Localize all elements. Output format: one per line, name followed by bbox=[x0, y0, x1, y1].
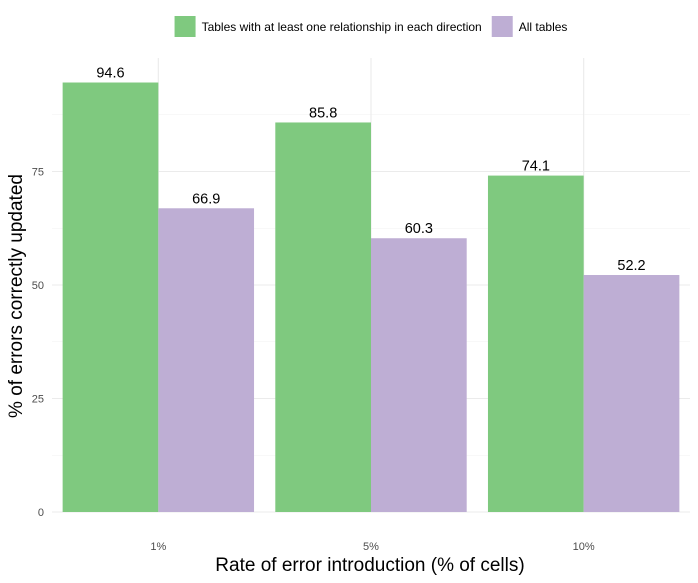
legend-key bbox=[174, 16, 196, 37]
data-label: 94.6 bbox=[96, 66, 124, 82]
bar-series-1-10pct bbox=[487, 175, 584, 512]
legend-label: Tables with at least one relationship in… bbox=[202, 20, 482, 34]
y-tick-label: 25 bbox=[32, 394, 44, 406]
x-tick-label: 1% bbox=[150, 541, 166, 553]
legend-label: All tables bbox=[519, 20, 568, 34]
x-tick-label: 5% bbox=[363, 541, 379, 553]
x-tick-label: 10% bbox=[573, 541, 595, 553]
data-label: 60.3 bbox=[405, 221, 433, 237]
data-label: 74.1 bbox=[522, 159, 550, 175]
bar-series-1-5pct bbox=[275, 122, 371, 512]
legend-item-2: All tables bbox=[491, 16, 568, 37]
bar-series-1-1pct bbox=[62, 82, 159, 513]
legend: Tables with at least one relationship in… bbox=[174, 16, 568, 37]
bars bbox=[62, 82, 680, 513]
bar-series-2-1pct bbox=[158, 208, 255, 513]
x-axis-title: Rate of error introduction (% of cells) bbox=[215, 555, 524, 576]
y-tick-label: 75 bbox=[32, 167, 44, 179]
data-label: 52.2 bbox=[617, 258, 645, 274]
y-axis-title: % of errors correctly updated bbox=[6, 174, 27, 418]
data-label: 66.9 bbox=[192, 191, 220, 207]
axes: 0 25 50 75 1% 5% 10% bbox=[32, 167, 595, 554]
legend-item-1: Tables with at least one relationship in… bbox=[174, 16, 482, 37]
bar-series-2-10pct bbox=[583, 275, 680, 512]
legend-key bbox=[491, 16, 513, 37]
y-tick-label: 50 bbox=[32, 280, 44, 292]
data-labels: 94.6 85.8 74.1 66.9 60.3 52.2 bbox=[96, 66, 645, 274]
bar-series-2-5pct bbox=[371, 238, 467, 512]
y-tick-label: 0 bbox=[38, 507, 44, 519]
data-label: 85.8 bbox=[309, 105, 337, 121]
